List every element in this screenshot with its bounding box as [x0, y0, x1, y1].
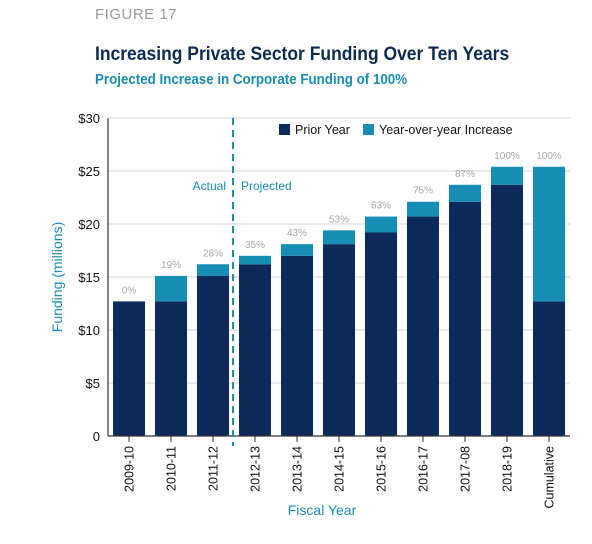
bar-increase	[239, 255, 271, 265]
y-tick-label: $10	[78, 323, 100, 338]
x-tick-label: 2011-12	[207, 446, 221, 491]
figure-label: FIGURE 17	[95, 6, 178, 23]
y-tick-label: $30	[78, 111, 100, 126]
legend-label-increase: Year-over-year Increase	[379, 123, 513, 137]
bar-increase	[323, 230, 355, 245]
data-label: 100%	[536, 151, 562, 162]
bar-prior-year	[113, 301, 145, 436]
bar-prior-year	[281, 255, 313, 436]
legend: Prior Year Year-over-year Increase	[279, 123, 513, 137]
x-tick-label: 2010-11	[165, 446, 179, 491]
bar-prior-year	[533, 301, 565, 436]
bar-prior-year	[365, 232, 397, 436]
data-label: 28%	[203, 248, 223, 259]
x-tick-label: 2014-15	[333, 446, 347, 492]
x-tick-label: 2013-14	[291, 446, 305, 492]
x-tick-label: Cumulative	[543, 446, 557, 509]
legend-swatch-prior-year	[279, 124, 290, 135]
bar-prior-year	[323, 244, 355, 436]
bar-prior-year	[407, 216, 439, 436]
y-tick-labels: 0 $5 $10 $15 $20 $25 $30	[78, 111, 100, 444]
data-label: 87%	[455, 169, 475, 180]
x-tick-labels: 2009-10 2010-11 2011-12 2012-13 2013-14 2014-…	[123, 446, 557, 509]
data-label: 100%	[494, 151, 520, 162]
x-tick-label: 2015-16	[375, 446, 389, 492]
x-tick-label: 2018-19	[501, 446, 515, 492]
y-tick-label: $5	[86, 376, 100, 391]
bar-increase	[449, 184, 481, 202]
bar-increase	[533, 166, 565, 302]
data-label: 75%	[413, 186, 433, 197]
bar-increase	[197, 264, 229, 276]
annotation-projected: Projected	[241, 179, 292, 193]
y-tick-label: 0	[93, 429, 100, 444]
axes	[107, 117, 570, 442]
bar-prior-year	[449, 201, 481, 436]
chart-title: Increasing Private Sector Funding Over T…	[95, 44, 510, 65]
bar-increase	[155, 275, 187, 302]
bar-prior-year	[155, 301, 187, 436]
x-tick-label: 2012-13	[249, 446, 263, 492]
data-label: 19%	[161, 260, 181, 271]
y-tick-label: $15	[78, 270, 100, 285]
data-label: 53%	[329, 214, 349, 225]
x-axis-label: Fiscal Year	[288, 502, 357, 518]
bar-prior-year	[197, 275, 229, 436]
data-label: 63%	[371, 201, 391, 212]
legend-swatch-increase	[363, 124, 374, 135]
y-tick-label: $20	[78, 217, 100, 232]
data-label: 43%	[287, 228, 307, 239]
bars	[113, 166, 565, 436]
annotation-actual: Actual	[193, 179, 226, 193]
bar-prior-year	[491, 184, 523, 436]
x-tick-label: 2017-08	[459, 446, 473, 492]
bar-increase	[365, 216, 397, 233]
data-label: 0%	[122, 285, 137, 296]
data-labels: 0% 19% 28% 35% 43% 53% 63% 75% 87% 100% 100%	[122, 151, 562, 297]
x-tick-label: 2016-17	[417, 446, 431, 492]
chart-subtitle: Projected Increase in Corporate Funding …	[95, 72, 408, 88]
y-tick-label: $25	[78, 164, 100, 179]
legend-label-prior-year: Prior Year	[295, 123, 350, 137]
bar-prior-year	[239, 264, 271, 436]
bar-increase	[281, 244, 313, 256]
bar-increase	[491, 166, 523, 185]
data-label: 35%	[245, 240, 265, 251]
y-axis-label: Funding (millions)	[49, 222, 65, 332]
bar-increase	[407, 201, 439, 217]
x-tick-label: 2009-10	[123, 446, 137, 492]
